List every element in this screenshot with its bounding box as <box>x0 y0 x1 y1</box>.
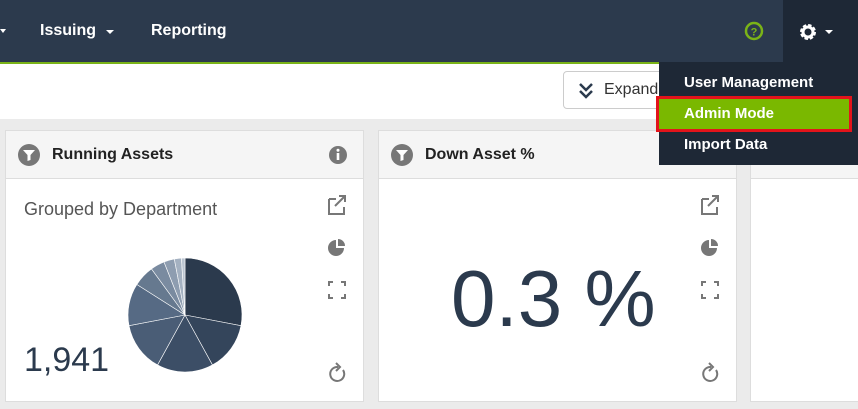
caret <box>106 30 114 34</box>
info-icon[interactable] <box>328 145 348 165</box>
gear-icon <box>800 24 833 40</box>
nav-icons: ? <box>0 21 764 41</box>
widget-title: Running Assets <box>52 146 174 163</box>
svg-text:?: ? <box>751 27 758 39</box>
widget-header: Running Assets <box>6 131 363 179</box>
widget-subtitle: Grouped by Department <box>24 199 218 219</box>
caret <box>0 29 6 33</box>
widget-card <box>750 130 858 402</box>
expand-icon <box>579 83 593 99</box>
widget-card: Running Assets Grouped by Department 1,9… <box>5 130 364 402</box>
widget-title: Down Asset % <box>425 146 535 163</box>
menu-item-label: User Management <box>684 74 814 91</box>
widget-card: Down Asset % 0.3 % <box>378 130 737 402</box>
pie-chart <box>127 257 243 373</box>
widget-value: 0.3 % <box>451 254 656 343</box>
menu-item[interactable]: User Management <box>659 68 858 98</box>
settings-menu: User Management Admin Mode Import Data <box>656 62 858 165</box>
pie-slice <box>157 314 213 373</box>
help-icon[interactable] <box>744 21 764 41</box>
pie-slice <box>184 257 243 327</box>
widget-value: 1,941 <box>24 341 110 379</box>
menu-item[interactable]: Import Data <box>659 130 858 160</box>
nav-reporting[interactable]: Reporting <box>151 22 227 39</box>
nav-issuing[interactable]: Issuing <box>40 22 97 39</box>
pie-slice <box>181 257 186 316</box>
menu-item-label: Import Data <box>684 136 768 153</box>
filter-icon[interactable] <box>18 144 40 166</box>
settings-button[interactable] <box>783 0 858 62</box>
expand-label: Expand <box>604 81 659 98</box>
menu-item[interactable]: Admin Mode <box>656 96 852 132</box>
filter-icon[interactable] <box>391 144 413 166</box>
nav-bar: ? Issuing Reporting <box>0 0 858 64</box>
menu-item-label: Admin Mode <box>684 105 774 122</box>
